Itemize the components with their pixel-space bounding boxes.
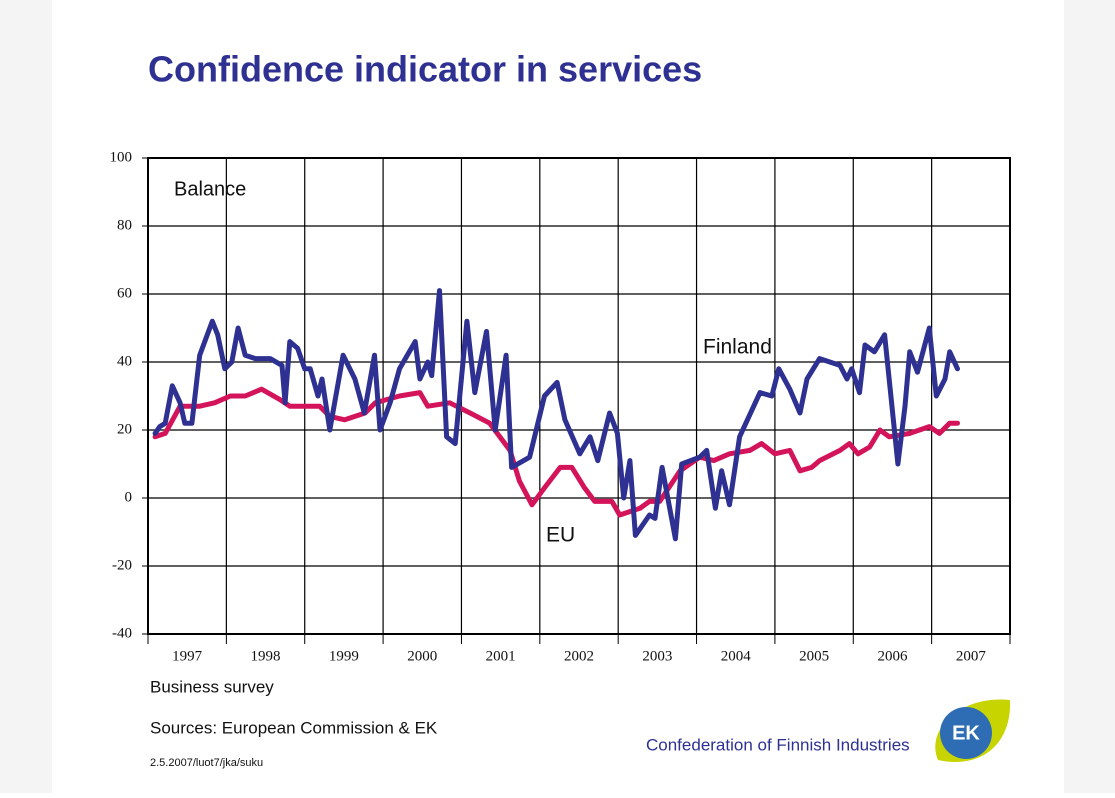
logo-text: EK (952, 722, 980, 744)
x-tick-label: 2006 (877, 648, 908, 664)
y-tick-label: 80 (117, 217, 132, 233)
y-tick-label: -20 (112, 557, 132, 573)
plot-border (147, 157, 1011, 635)
logo: EK (935, 699, 1011, 762)
x-tick-label: 2005 (799, 648, 829, 664)
x-tick-label: 1999 (329, 648, 359, 664)
data-line (152, 386, 960, 518)
y-tick-label: 0 (125, 489, 133, 505)
data-line (152, 288, 960, 542)
x-tick-label: 1998 (251, 648, 281, 664)
footnote: Business survey (150, 677, 274, 696)
x-tick-label: 2004 (721, 648, 752, 664)
y-tick-label: 40 (117, 353, 132, 369)
lines (152, 288, 960, 542)
logo-circle (940, 707, 992, 759)
y-tick-label: -40 (112, 625, 132, 641)
annotation: Finland (703, 336, 772, 359)
x-tick-label: 2002 (564, 648, 594, 664)
x-tick-label: 2000 (407, 648, 437, 664)
chart-title: Confidence indicator in services (148, 49, 702, 90)
x-tick-label: 2001 (486, 648, 516, 664)
x-tick-label: 1997 (172, 648, 203, 664)
y-tick-label: 20 (117, 421, 132, 437)
footnote: Sources: European Commission & EK (150, 718, 438, 737)
x-tick-label: 2003 (642, 648, 672, 664)
axis-label: Balance (174, 178, 246, 200)
plot-area (148, 158, 1010, 634)
y-tick-label: 60 (117, 285, 132, 301)
y-tick-label: 100 (110, 149, 133, 165)
footnote: 2.5.2007/luot7/jka/suku (150, 757, 263, 769)
organization: Confederation of Finnish Industries (646, 735, 910, 754)
x-tick-label: 2007 (956, 648, 987, 664)
annotation: EU (546, 524, 575, 547)
